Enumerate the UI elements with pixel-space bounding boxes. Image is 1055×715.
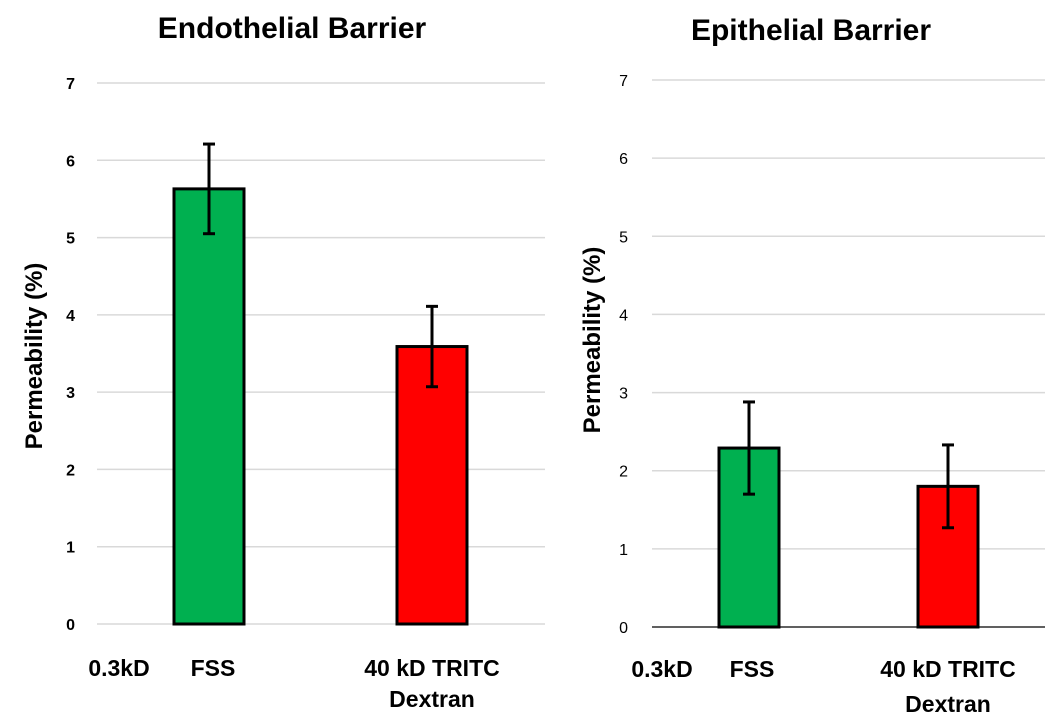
- y-tick-label: 5: [619, 229, 628, 246]
- x-tick-label: FSS: [191, 655, 236, 681]
- chart-title: Endothelial Barrier: [158, 12, 427, 45]
- x-tick-label: Dextran: [905, 691, 991, 715]
- y-tick-label: 1: [619, 542, 628, 559]
- x-tick-label: 40 kD TRITC: [364, 655, 499, 681]
- y-tick-label: 6: [619, 151, 628, 168]
- chart-title: Epithelial Barrier: [691, 14, 931, 47]
- y-tick-label: 3: [66, 385, 75, 402]
- y-tick-label: 7: [619, 73, 628, 90]
- y-tick-label: 3: [619, 386, 628, 403]
- y-tick-label: 2: [619, 464, 628, 481]
- y-tick-label: 4: [66, 308, 75, 325]
- x-tick-label: Dextran: [389, 686, 475, 712]
- y-tick-label: 7: [66, 76, 75, 93]
- y-tick-label: 0: [66, 617, 75, 634]
- y-tick-label: 4: [619, 307, 628, 324]
- y-axis-label: Permeability (%): [579, 247, 606, 434]
- error-bar: [942, 443, 954, 530]
- bar: [395, 345, 469, 626]
- x-tick-label: 0.3kD: [88, 655, 149, 681]
- y-tick-label: 5: [66, 231, 75, 248]
- error-bar: [426, 304, 438, 389]
- x-tick-label: FSS: [730, 656, 775, 682]
- panel-endothelial: Endothelial Barrier Permeability (%) 0 1 2 3 4…: [21, 12, 545, 712]
- error-bar: [743, 400, 755, 496]
- y-tick-label: 2: [66, 462, 75, 479]
- panel-epithelial: Epithelial Barrier Permeability (%) 0 1 2 3 4 5…: [579, 14, 1045, 715]
- y-tick-label: 1: [66, 540, 75, 557]
- y-tick-label: 0: [619, 620, 628, 637]
- x-tick-label: 0.3kD: [631, 656, 692, 682]
- x-tick-label: 40 kD TRITC: [880, 656, 1015, 682]
- y-tick-label: 6: [66, 153, 75, 170]
- bar: [172, 187, 246, 626]
- y-axis-label: Permeability (%): [21, 263, 48, 450]
- error-bar: [203, 142, 215, 236]
